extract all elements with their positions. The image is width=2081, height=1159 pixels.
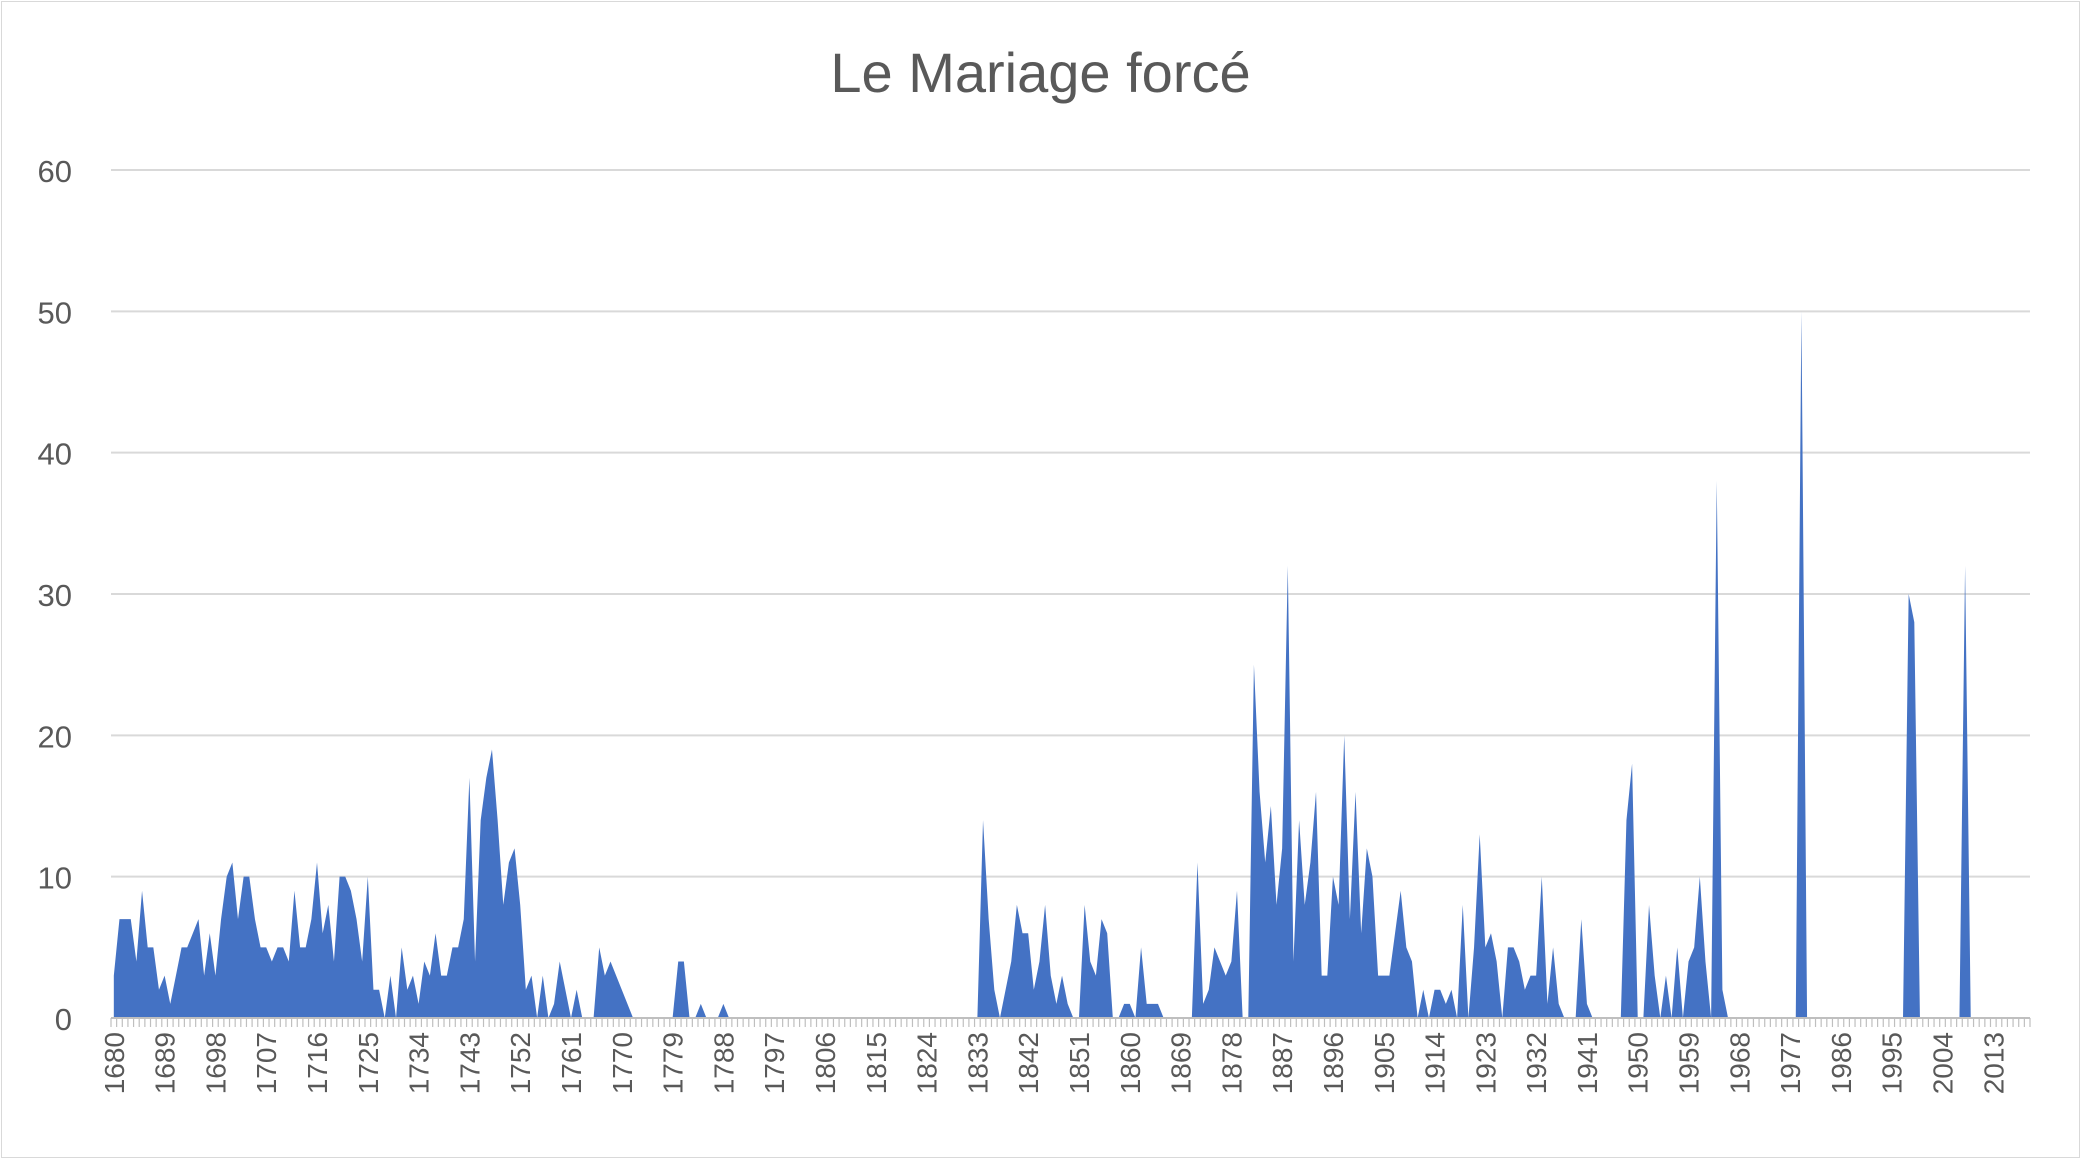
label-layer: 0 10 20 30 40 50 60 1680 1689 1698 1707 1716 1725 173… xyxy=(38,154,2010,1094)
x-tick-label: 1896 xyxy=(1318,1032,1349,1094)
x-tick-label: 1734 xyxy=(404,1032,435,1094)
x-tick-label: 1869 xyxy=(1166,1032,1197,1094)
x-tick-label: 1833 xyxy=(962,1032,993,1094)
x-tick-label: 1878 xyxy=(1216,1032,1247,1094)
y-tick-label: 0 xyxy=(55,1002,72,1037)
x-tick-label: 1851 xyxy=(1064,1032,1095,1094)
area-layer xyxy=(113,311,2028,1019)
y-tick-label: 30 xyxy=(38,578,72,613)
x-tick-label: 2004 xyxy=(1928,1032,1959,1094)
x-tick-label: 1779 xyxy=(658,1032,689,1094)
y-tick-label: 10 xyxy=(38,861,72,896)
x-tick-label: 1959 xyxy=(1674,1032,1705,1094)
x-tick-label: 1887 xyxy=(1267,1032,1298,1094)
y-tick-label: 50 xyxy=(38,295,72,330)
x-tick-label: 1842 xyxy=(1013,1032,1044,1094)
x-tick-label: 1995 xyxy=(1877,1032,1908,1094)
x-tick-label: 1968 xyxy=(1724,1032,1755,1094)
x-tick-label: 1806 xyxy=(810,1032,841,1094)
y-tick-label: 20 xyxy=(38,719,72,754)
x-tick-label: 1950 xyxy=(1623,1032,1654,1094)
x-tick-label: 1815 xyxy=(861,1032,892,1094)
x-tick-label: 1860 xyxy=(1115,1032,1146,1094)
grid-layer xyxy=(111,169,2030,878)
x-tick-label: 1698 xyxy=(200,1032,231,1094)
x-tick-label: 1752 xyxy=(505,1032,536,1094)
y-tick-label: 40 xyxy=(38,437,72,472)
x-tick-label: 1761 xyxy=(556,1032,587,1094)
x-tick-label: 1905 xyxy=(1369,1032,1400,1094)
chart-title: Le Mariage forcé xyxy=(830,41,1251,104)
x-tick-label: 1716 xyxy=(302,1032,333,1094)
x-tick-label: 1725 xyxy=(353,1032,384,1094)
x-tick-label: 1743 xyxy=(454,1032,485,1094)
x-tick-label: 1707 xyxy=(251,1032,282,1094)
x-tick-label: 1977 xyxy=(1775,1032,1806,1094)
x-tick-label: 1680 xyxy=(99,1032,130,1094)
x-tick-label: 1689 xyxy=(150,1032,181,1094)
x-tick-label: 1932 xyxy=(1521,1032,1552,1094)
x-tick-label: 1914 xyxy=(1420,1032,1451,1094)
x-tick-label: 1797 xyxy=(759,1032,790,1094)
x-tick-label: 1824 xyxy=(912,1032,943,1094)
x-tick-label: 1923 xyxy=(1470,1032,1501,1094)
x-tick-label: 1986 xyxy=(1826,1032,1857,1094)
y-tick-label: 60 xyxy=(38,154,72,189)
x-tick-label: 2013 xyxy=(1978,1032,2009,1094)
x-tick-label: 1941 xyxy=(1572,1032,1603,1094)
series-area xyxy=(113,311,2028,1019)
axis-layer xyxy=(110,1017,2031,1027)
x-tick-label: 1770 xyxy=(607,1032,638,1094)
x-tick-label: 1788 xyxy=(708,1032,739,1094)
